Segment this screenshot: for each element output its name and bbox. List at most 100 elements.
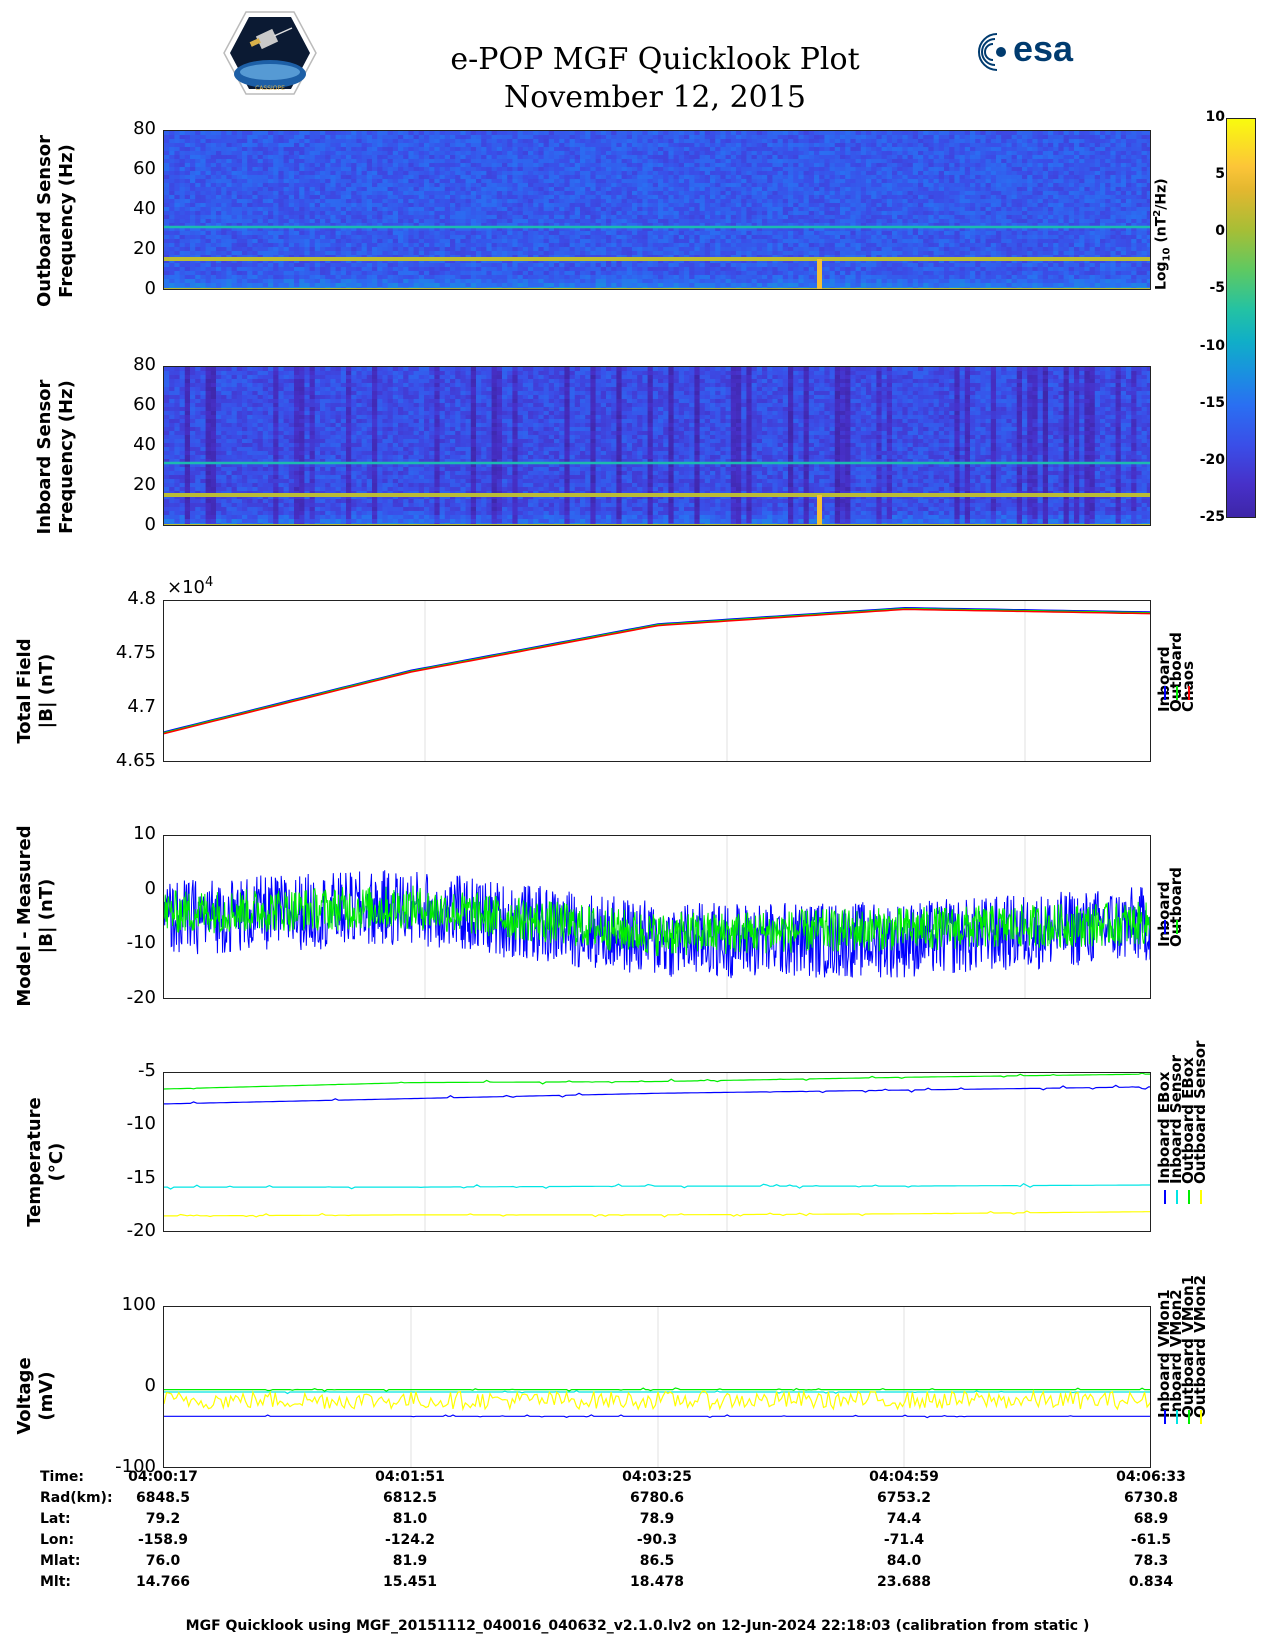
y-tick-label: -5 [138,1060,156,1081]
series-line-outboard [164,607,1150,734]
inboard-ylabel: Inboard Sensor Frequency (Hz) [34,379,77,535]
legend-swatch [1164,1410,1166,1424]
legend-swatch [1164,920,1166,934]
y-tick-label: -10 [126,932,156,954]
legend-swatch [1164,686,1166,700]
series-line-inboard [164,607,1150,733]
esa-logo: esa [975,28,1090,75]
series-line-inboard-ebox [164,1084,1150,1105]
y-tick-label: 4.7 [127,696,156,717]
table-cell: -71.4 [883,1532,925,1548]
table-row-label: Mlt: [40,1574,72,1590]
series-line-outboard-vmon2 [164,1389,1150,1412]
colorbar-tick: -15 [1199,394,1225,411]
table-cell: 76.0 [145,1553,181,1569]
table-cell: -158.9 [137,1532,189,1548]
spectral-line [164,524,1150,525]
legend-swatch [1176,686,1178,700]
table-cell: 04:00:17 [128,1469,198,1485]
total-field-exponent: ×104 [167,575,214,598]
table-cell: 0.834 [1128,1574,1174,1590]
table-row-label: Mlat: [40,1553,81,1569]
table-cell: 6812.5 [382,1490,438,1506]
legend-swatch [1176,1190,1178,1204]
spectral-burst [817,259,822,289]
y-tick-label: 60 [133,158,156,179]
table-row-label: Lat: [40,1511,71,1527]
series-line-chaos [164,608,1150,735]
y-tick-label: -10 [126,1113,156,1135]
inboard-spectrogram [163,366,1151,526]
table-cell: 84.0 [886,1553,922,1569]
table-cell: 04:03:25 [622,1469,692,1485]
legend-swatch [1176,920,1178,934]
spectral-line [164,461,1150,465]
y-tick-label: 80 [133,118,156,139]
colorbar-tick: 10 [1205,109,1225,125]
y-tick-label: 40 [133,434,156,455]
spectrogram-cells [164,131,1150,289]
legend-swatch [1188,1410,1190,1424]
y-tick-label: -20 [126,1220,156,1241]
table-row-label: Rad(km): [40,1490,113,1506]
esa-logo-icon [978,33,1006,71]
table-cell: 81.9 [392,1553,428,1569]
table-cell: 6780.6 [629,1490,685,1506]
y-tick-label: -15 [126,1166,156,1188]
y-tick-label: 60 [133,394,156,415]
y-tick-label: 4.75 [115,642,156,663]
colorbar-label: Log10 (nT2/Hz) [1152,178,1173,290]
spectral-line [164,257,1150,261]
spectral-line [164,493,1150,497]
badge-label: CASSIOPE [255,85,285,92]
cassiope-badge: CASSIOPE [222,10,318,96]
table-cell: 18.478 [629,1574,685,1590]
table-cell: -61.5 [1130,1532,1172,1548]
outboard-spectrogram [163,130,1151,290]
series-line-inboard-sensor [164,1182,1150,1190]
table-cell: 81.0 [392,1511,428,1527]
plot-title: e-POP MGF Quicklook Plot [450,42,860,77]
legend-swatch [1176,1410,1178,1424]
table-cell: 04:04:59 [869,1469,939,1485]
table-cell: 04:01:51 [375,1469,445,1485]
outboard-ylabel: Outboard Sensor Frequency (Hz) [34,134,77,308]
y-tick-label: 40 [133,198,156,219]
y-tick-label: -20 [126,987,156,1008]
legend-swatch [1200,1410,1202,1424]
table-row-label: Time: [40,1469,85,1485]
total-field-ylabel: Total Field |B| (nT) [14,638,57,744]
y-tick-label: 4.65 [115,750,156,771]
total-field-panel [163,600,1151,762]
spectral-burst [817,495,822,525]
table-cell: 68.9 [1133,1511,1169,1527]
legend-label: Outboard VMon2 [1191,1274,1209,1418]
spectral-line [164,225,1150,229]
spectral-line [164,288,1150,289]
colorbar-tick: 5 [1215,166,1225,183]
legend-swatch [1188,1190,1190,1204]
table-cell: 78.9 [639,1511,675,1527]
table-cell: 79.2 [145,1511,181,1527]
table-cell: -124.2 [384,1532,436,1548]
y-tick-label: 100 [121,1294,156,1315]
table-cell: 15.451 [382,1574,438,1590]
table-cell: 14.766 [135,1574,191,1590]
table-cell: 78.3 [1133,1553,1169,1569]
table-cell: 23.688 [876,1574,932,1590]
table-cell: 6730.8 [1123,1490,1179,1506]
colorbar [1226,118,1256,518]
table-cell: 04:06:33 [1116,1469,1186,1485]
y-tick-label: 0 [144,278,156,299]
residual-ylabel: Model - Measured |B| (nT) [14,825,57,1007]
voltage-ylabel: Voltage (mV) [14,1357,57,1435]
y-tick-label: 0 [144,514,156,535]
table-cell: 86.5 [639,1553,675,1569]
residual-panel [163,835,1151,999]
table-row-label: Lon: [40,1532,75,1548]
colorbar-tick: -20 [1199,451,1225,468]
colorbar-tick: 0 [1215,223,1225,240]
colorbar-tick: -5 [1209,280,1225,297]
y-tick-label: 80 [133,354,156,375]
table-cell: 6753.2 [876,1490,932,1506]
